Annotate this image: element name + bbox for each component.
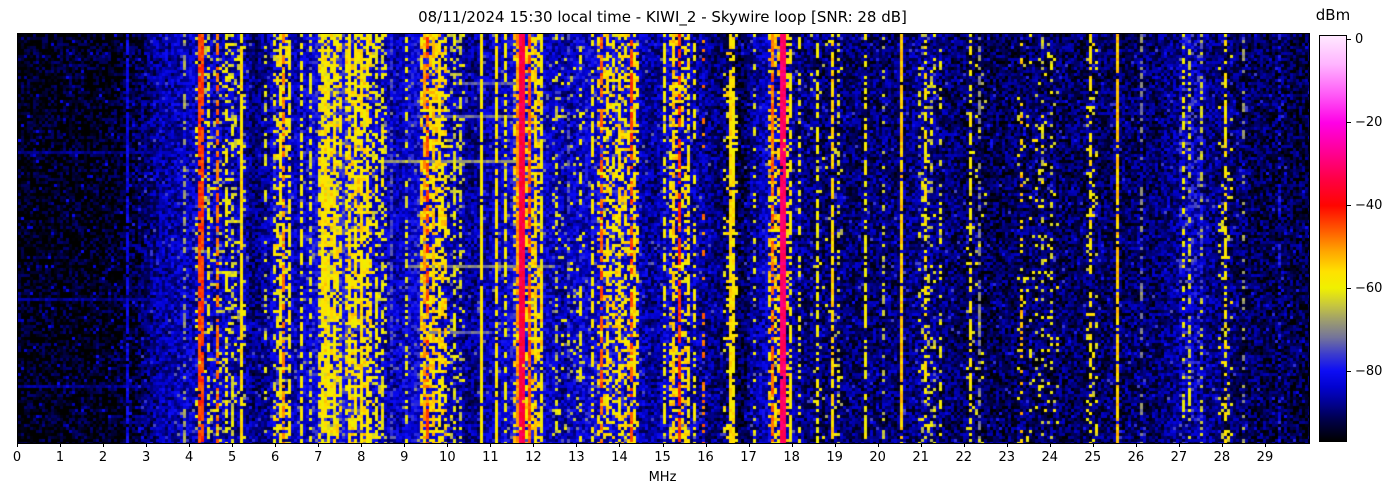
- x-tick-label: 17: [740, 450, 757, 465]
- waterfall-canvas: [17, 33, 1310, 444]
- x-tick-label: 26: [1127, 450, 1145, 465]
- x-tick-label: 27: [1170, 450, 1188, 465]
- x-tick-label: 21: [912, 450, 929, 465]
- x-tick-label: 14: [611, 450, 628, 465]
- x-tick-label: 11: [482, 450, 499, 465]
- x-tick-label: 7: [314, 450, 323, 465]
- x-tick-mark: [447, 443, 449, 447]
- x-tick-label: 13: [568, 450, 585, 465]
- x-tick-mark: [705, 443, 707, 447]
- x-tick-mark: [576, 443, 578, 447]
- x-tick-mark: [1221, 443, 1223, 447]
- x-tick-label: 18: [783, 450, 800, 465]
- x-tick-label: 9: [400, 450, 409, 465]
- x-tick-mark: [748, 443, 750, 447]
- x-tick-mark: [404, 443, 406, 447]
- x-tick-mark: [1006, 443, 1008, 447]
- x-tick-label: 16: [697, 450, 714, 465]
- x-tick-label: 23: [998, 450, 1016, 465]
- x-tick-label: 12: [525, 450, 542, 465]
- x-tick-mark: [963, 443, 965, 447]
- x-tick-label: 2: [98, 450, 108, 465]
- x-tick-mark: [920, 443, 922, 447]
- x-tick-label: 8: [357, 450, 366, 465]
- x-tick-label: 0: [12, 450, 22, 465]
- x-tick-label: 29: [1256, 450, 1274, 465]
- chart-title: 08/11/2024 15:30 local time - KIWI_2 - S…: [418, 8, 907, 26]
- x-tick-mark: [1264, 443, 1266, 447]
- colorbar-tick-label: −60: [1355, 280, 1383, 296]
- colorbar: [1319, 35, 1347, 442]
- x-tick-label: 10: [439, 450, 456, 465]
- x-tick-mark: [533, 443, 535, 447]
- colorbar-tick-mark: [1347, 371, 1351, 373]
- colorbar-tick-label: −20: [1355, 114, 1383, 130]
- x-tick-mark: [662, 443, 664, 447]
- x-tick-mark: [1135, 443, 1137, 447]
- x-tick-label: 1: [55, 450, 65, 465]
- colorbar-label: dBm: [1315, 6, 1351, 24]
- x-tick-label: 6: [271, 450, 280, 465]
- x-tick-label: 20: [869, 450, 886, 465]
- x-tick-label: 5: [228, 450, 237, 465]
- colorbar-tick-mark: [1347, 39, 1351, 41]
- x-tick-mark: [791, 443, 793, 447]
- colorbar-tick-label: 0: [1355, 31, 1364, 47]
- x-tick-mark: [877, 443, 879, 447]
- x-axis-label: MHz: [648, 470, 677, 485]
- x-tick-label: 25: [1084, 450, 1102, 465]
- x-tick-label: 22: [955, 450, 972, 465]
- x-tick-mark: [361, 443, 363, 447]
- x-tick-mark: [275, 443, 277, 447]
- x-tick-mark: [490, 443, 492, 447]
- colorbar-tick-mark: [1347, 288, 1351, 290]
- x-tick-label: 24: [1041, 450, 1059, 465]
- colorbar-tick-mark: [1347, 205, 1351, 207]
- x-tick-label: 3: [141, 450, 151, 465]
- x-tick-label: 4: [184, 450, 194, 465]
- x-tick-mark: [189, 443, 191, 447]
- x-tick-mark: [146, 443, 148, 447]
- colorbar-tick-label: −40: [1355, 197, 1383, 213]
- x-tick-mark: [1092, 443, 1094, 447]
- x-tick-mark: [1178, 443, 1180, 447]
- colorbar-tick-label: −80: [1355, 363, 1383, 379]
- x-tick-label: 28: [1213, 450, 1231, 465]
- x-tick-mark: [103, 443, 105, 447]
- x-tick-label: 19: [826, 450, 843, 465]
- x-tick-mark: [17, 443, 18, 447]
- x-tick-label: 15: [654, 450, 671, 465]
- x-tick-mark: [1049, 443, 1051, 447]
- x-tick-mark: [619, 443, 621, 447]
- x-tick-mark: [60, 443, 62, 447]
- x-tick-mark: [318, 443, 320, 447]
- x-tick-mark: [834, 443, 836, 447]
- x-tick-mark: [232, 443, 234, 447]
- colorbar-tick-mark: [1347, 122, 1351, 124]
